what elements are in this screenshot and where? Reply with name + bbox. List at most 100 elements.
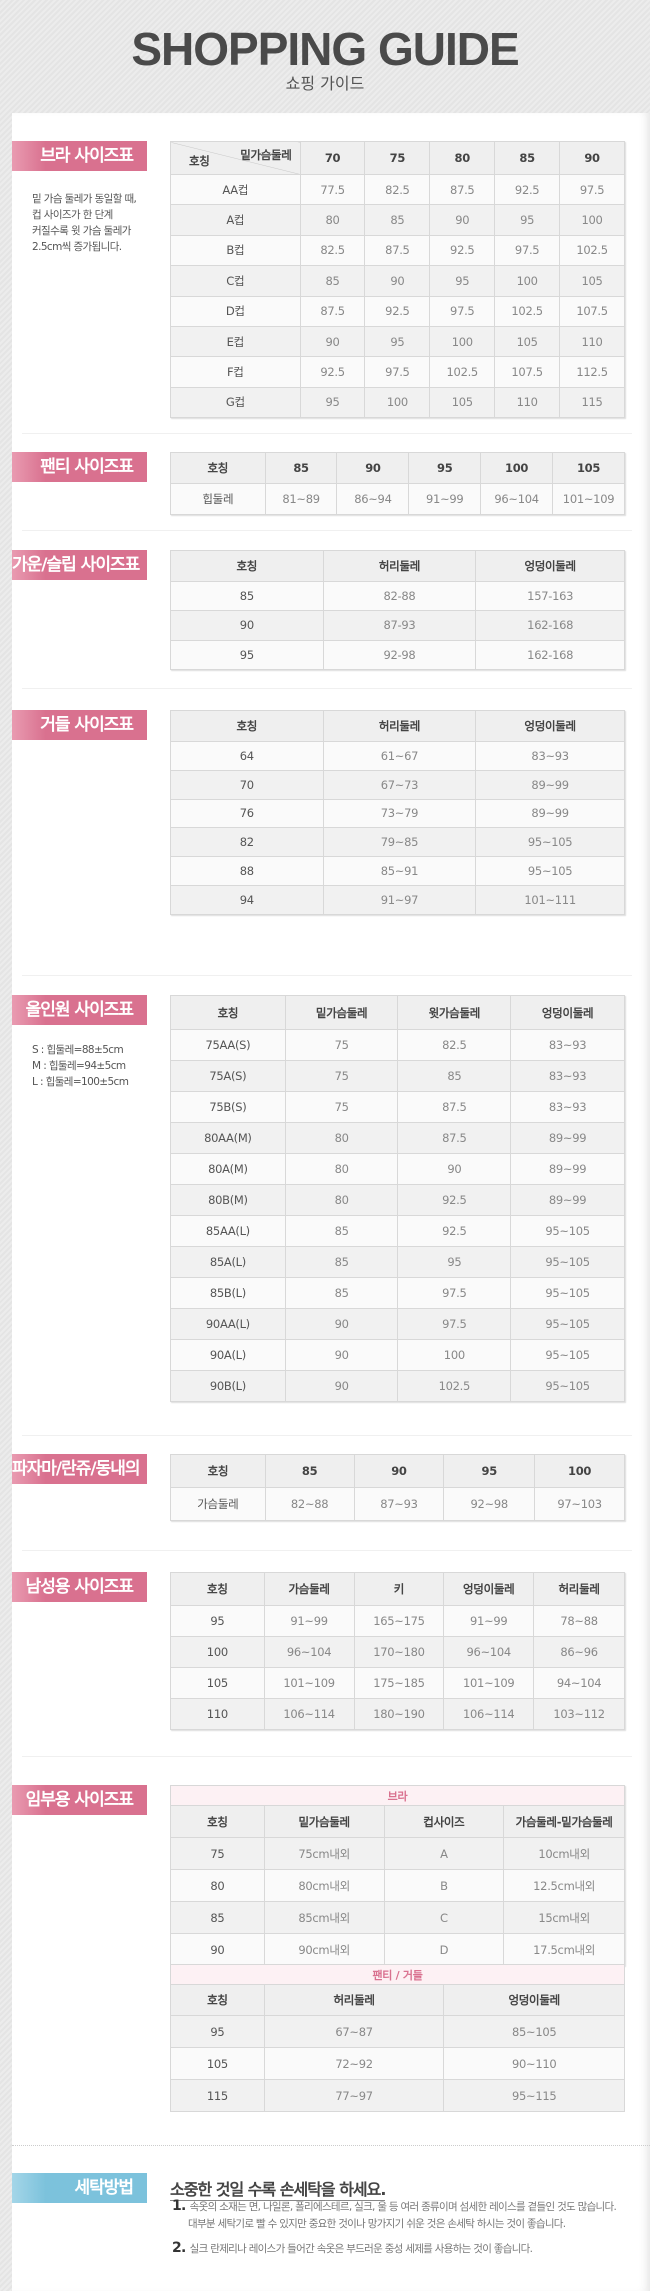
row-label: B컵 [170, 234, 301, 267]
table-cell: 87~93 [353, 1487, 445, 1521]
table-cell: 67~87 [263, 2015, 445, 2048]
table-header: 호칭 85 90 95 100 [170, 1454, 625, 1488]
table-cell: 86~94 [336, 483, 410, 515]
table-header: 호칭 허리둘레 엉덩이둘레 [170, 1984, 625, 2016]
table-row: 95 92-98 162-168 [170, 639, 625, 670]
bra-note: 밑 가슴 둘레가 동일할 때, 컵 사이즈가 한 단계 커질수록 윗 가슴 둘레… [32, 191, 137, 255]
row-label: 80AA(M) [170, 1122, 286, 1154]
item-number: 1. [172, 2198, 186, 2214]
table-cell: 85 [284, 1215, 399, 1247]
table-cell: 95~105 [510, 1370, 625, 1402]
table-cell: 83~93 [510, 1060, 625, 1092]
table-cell: 67~73 [322, 769, 477, 800]
table-cell: 100 [364, 386, 431, 419]
column-header: 윗가슴둘레 [397, 995, 512, 1030]
table-cell: 103~112 [533, 1698, 625, 1730]
row-label: 64 [170, 741, 324, 771]
row-label: 힙둘레 [170, 483, 266, 515]
table-cell: 80 [284, 1153, 399, 1185]
table-cell: 90cm내외 [263, 1933, 385, 1966]
table-row: 105 72~92 90~110 [170, 2047, 625, 2080]
corner-top-label: 밑가슴둘레 [240, 148, 292, 162]
row-label: 100 [170, 1636, 265, 1668]
column-header: 호칭 [170, 1572, 265, 1606]
corner-cell: 밑가슴둘레 호칭 [170, 141, 301, 175]
table-cell: 89~99 [510, 1153, 625, 1185]
table-cell: 12.5cm내외 [503, 1869, 625, 1902]
column-header: 90 [336, 452, 410, 484]
row-label: 70 [170, 769, 324, 800]
table-cell: 107.5 [559, 295, 625, 327]
column-header: 허리둘레 [322, 550, 477, 582]
row-label: 85B(L) [170, 1277, 286, 1309]
table-row: 75B(S) 75 87.5 83~93 [170, 1091, 625, 1123]
table-cell: 102.5 [559, 234, 625, 267]
section-label-maternity: 임부용 사이즈표 [12, 1785, 147, 1815]
table-cell: 96~104 [480, 483, 554, 515]
column-header: 75 [364, 141, 431, 175]
table-cell: 85 [299, 265, 366, 297]
page-subtitle: 쇼핑 가이드 [285, 74, 365, 93]
table-header: 호칭 밑가슴둘레 윗가슴둘레 엉덩이둘레 [170, 995, 625, 1030]
table-cell: 90 [397, 1153, 512, 1185]
table-cell: 112.5 [559, 356, 625, 388]
table-cell: 83~93 [510, 1091, 625, 1123]
section-label-gown: 가운/슬립 사이즈표 [12, 550, 147, 580]
allinone-size-table: 호칭 밑가슴둘레 윗가슴둘레 엉덩이둘레 75AA(S) 75 82.5 83~93 75A(S… [170, 995, 625, 1402]
table-cell: 92-98 [322, 639, 477, 670]
column-header: 호칭 [170, 452, 266, 484]
girdle-size-table: 호칭 허리둘레 엉덩이둘레 64 61~67 83~93 70 67~73 89~99 76 73~… [170, 710, 625, 915]
table-row: 76 73~79 89~99 [170, 798, 625, 829]
row-label: 80 [170, 1869, 265, 1902]
table-cell: B [383, 1869, 505, 1902]
table-cell: 92.5 [397, 1184, 512, 1216]
section-label-men: 남성용 사이즈표 [12, 1572, 147, 1602]
row-label: 80B(M) [170, 1184, 286, 1216]
table-cell: 78~88 [533, 1605, 625, 1637]
table-cell: 17.5cm내외 [503, 1933, 625, 1966]
table-cell: 102.5 [397, 1370, 512, 1402]
table-cell: 92.5 [364, 295, 431, 327]
row-label: 85A(L) [170, 1246, 286, 1278]
table-cell: 90 [284, 1370, 399, 1402]
table-cell: 82.5 [397, 1029, 512, 1061]
row-label: 75B(S) [170, 1091, 286, 1123]
table-row: 88 85~91 95~105 [170, 856, 625, 886]
table-row: B컵 82.5 87.5 92.5 97.5 102.5 [170, 234, 625, 267]
row-label: 75A(S) [170, 1060, 286, 1092]
table-cell: 102.5 [429, 356, 496, 388]
table-cell: 95 [397, 1246, 512, 1278]
section-label-washing: 세탁방법 [12, 2173, 147, 2203]
table-row: 70 67~73 89~99 [170, 769, 625, 800]
maternity-bra-table: 브라 호칭 밑가슴둘레 컵사이즈 가슴둘레-밑가슴둘레 75 75cm내외 A 10cm내외 80… [170, 1785, 625, 1966]
corner-bottom-label: 호칭 [189, 154, 210, 168]
table-cell: 87.5 [364, 234, 431, 267]
table-row: 80AA(M) 80 87.5 89~99 [170, 1122, 625, 1154]
column-header: 100 [480, 452, 554, 484]
table-row: 115 77~97 95~115 [170, 2079, 625, 2112]
table-cell: 83~93 [475, 741, 625, 771]
table-cell: 89~99 [475, 769, 625, 800]
table-cell: 89~99 [475, 798, 625, 829]
table-row: 94 91~97 101~111 [170, 884, 625, 915]
column-header: 엉덩이둘레 [475, 710, 625, 742]
table-row: 95 67~87 85~105 [170, 2015, 625, 2048]
column-header: 엉덩이둘레 [475, 550, 625, 582]
table-cell: 75 [284, 1060, 399, 1092]
table-cell: 86~96 [533, 1636, 625, 1668]
column-header: 85 [494, 141, 561, 175]
table-cell: 95~105 [475, 856, 625, 886]
column-header: 엉덩이둘레 [510, 995, 625, 1030]
table-cell: 61~67 [322, 741, 477, 771]
table-cell: 97.5 [559, 173, 625, 206]
table-row: D컵 87.5 92.5 97.5 102.5 107.5 [170, 295, 625, 327]
column-header: 70 [299, 141, 366, 175]
row-label: C컵 [170, 265, 301, 297]
table-cell: 80 [299, 204, 366, 236]
washing-item: 1. 속옷의 소재는 면, 나일론, 폴리에스테르, 실크, 울 등 여러 종류이… [172, 2198, 632, 2233]
section-label-allinone: 올인원 사이즈표 [12, 995, 147, 1025]
table-cell: 75 [284, 1091, 399, 1123]
table-cell: 92~98 [443, 1487, 536, 1521]
row-label: 가슴둘레 [170, 1487, 266, 1521]
column-header: 호칭 [170, 1454, 266, 1488]
